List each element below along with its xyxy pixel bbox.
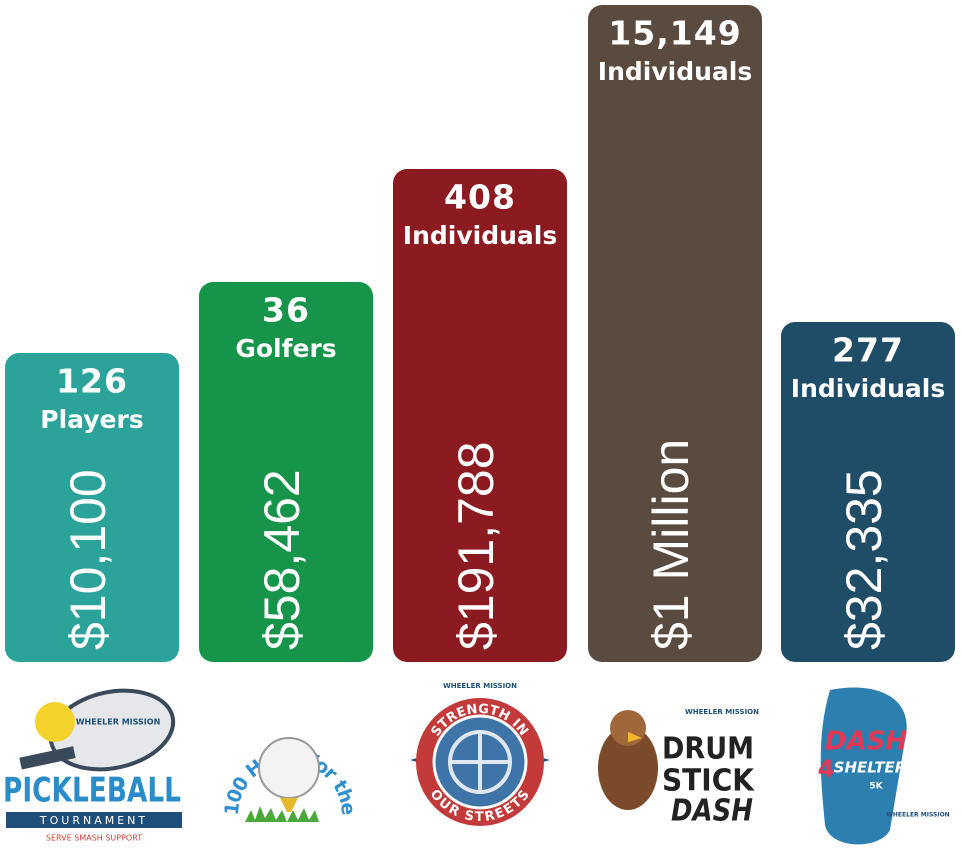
amount: $32,335 — [836, 469, 892, 650]
logo-line3: DASH — [671, 794, 753, 829]
logo-line4: 5K — [869, 782, 883, 792]
amount: $191,788 — [448, 441, 504, 650]
unit: Players — [40, 405, 143, 434]
amount: $10,100 — [60, 469, 116, 650]
logo-tagline: SERVE SMASH SUPPORT — [46, 834, 142, 843]
pickleball-logo: WHEELER MISSION PICKLEBALL TOURNAMENT SE… — [3, 680, 182, 843]
drumstick-logo: WHEELER MISSION DRUM STICK DASH — [598, 708, 759, 829]
streets-logo: WHEELER MISSION STRENGTH IN OUR STREETS — [410, 682, 550, 826]
bar-group: 408 Individuals $191,788 — [393, 169, 567, 662]
logo-org: WHEELER MISSION — [76, 718, 161, 727]
unit: Individuals — [598, 57, 752, 86]
unit: Individuals — [403, 221, 557, 250]
bar-group: 277 Individuals $32,335 — [781, 322, 955, 662]
count: 277 — [832, 331, 904, 370]
bar-group: 36 Golfers $58,462 — [199, 282, 373, 662]
grass — [245, 806, 319, 822]
logo-line1: DRUM — [662, 732, 754, 767]
ball — [35, 702, 75, 742]
shelter-logo: DASH 4 SHELTER 5K WHEELER MISSION — [818, 687, 950, 844]
count: 15,149 — [608, 14, 741, 53]
logo-name: PICKLEBALL — [3, 771, 181, 811]
bars: 126 Players $10,100 36 Golfers $58,462 408 Indi… — [5, 5, 955, 662]
logo-org: WHEELER MISSION — [886, 812, 949, 819]
unit: Individuals — [791, 374, 945, 403]
infographic: 126 Players $10,100 36 Golfers $58,462 408 Indi… — [0, 0, 962, 850]
logo-line2: 4 — [818, 755, 835, 783]
logo-sub: TOURNAMENT — [39, 814, 148, 827]
golf-ball — [259, 738, 319, 798]
count: 408 — [444, 178, 516, 217]
page: 126 Players $10,100 36 Golfers $58,462 408 Indi… — [0, 0, 962, 850]
bar-group: 15,149 Individuals $1 Million — [588, 5, 762, 662]
logo-line3: SHELTER — [834, 759, 907, 777]
amount: $58,462 — [254, 469, 310, 650]
logo-org: WHEELER MISSION — [443, 682, 517, 690]
count: 126 — [56, 362, 128, 401]
amount: $1 Million — [643, 439, 699, 650]
unit: Golfers — [235, 334, 336, 363]
paddle-handle — [19, 746, 75, 769]
count: 36 — [262, 291, 310, 330]
logo-line1: DASH — [825, 727, 907, 757]
logo-org: WHEELER MISSION — [685, 708, 759, 716]
bar-group: 126 Players $10,100 — [5, 353, 179, 662]
tee — [280, 798, 298, 812]
